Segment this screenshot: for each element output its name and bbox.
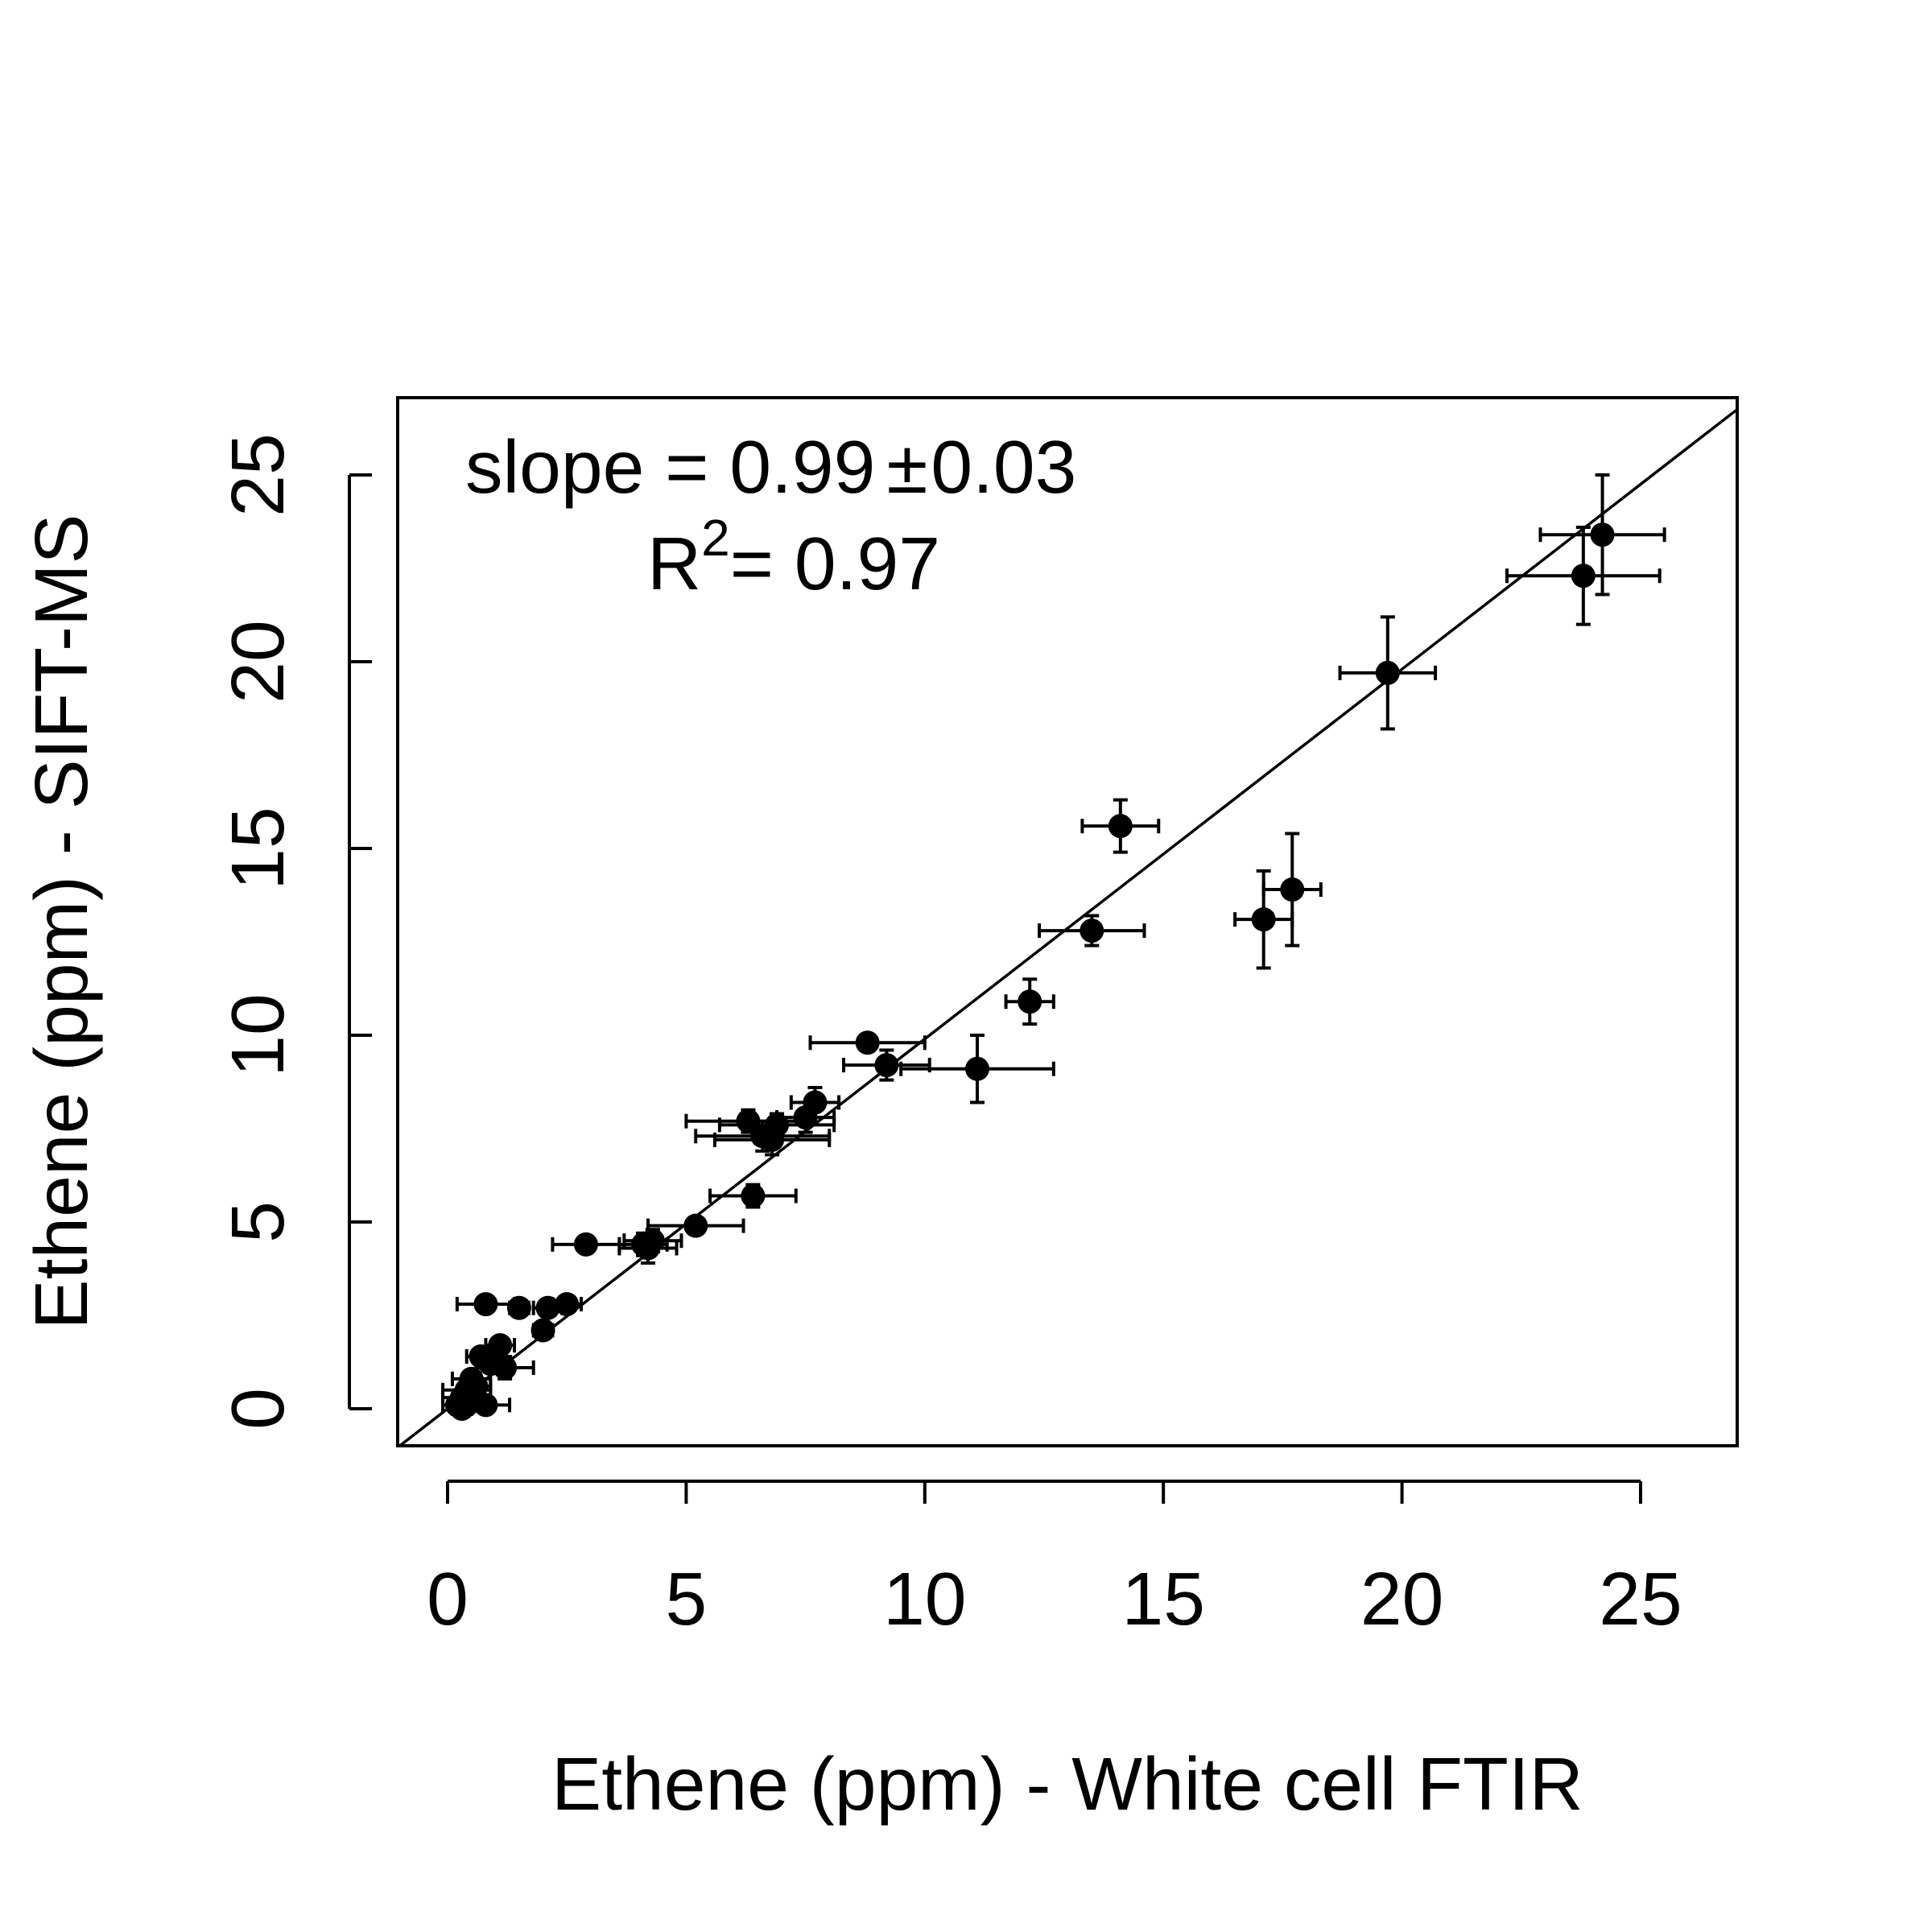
data-point-group <box>1080 798 1161 854</box>
data-point <box>1375 660 1400 685</box>
y-tick-label: 15 <box>216 807 299 890</box>
data-point <box>573 1232 598 1257</box>
data-point <box>874 1053 899 1078</box>
data-point <box>506 1295 531 1320</box>
data-point <box>855 1030 880 1055</box>
x-tick-label: 25 <box>1599 1557 1682 1641</box>
data-point <box>473 1393 498 1418</box>
data-point <box>1251 907 1276 932</box>
data-point-group <box>1004 977 1055 1026</box>
data-point <box>1571 564 1596 588</box>
data-point-group <box>712 1123 832 1157</box>
data-point-group <box>1338 615 1438 731</box>
data-point-group <box>1505 525 1662 626</box>
plot-frame <box>396 396 1739 1447</box>
slope-annotation: slope = 0.99 ±0.03 <box>465 425 1076 509</box>
y-tick-label: 25 <box>216 433 299 516</box>
data-point <box>535 1295 560 1320</box>
data-point-group <box>531 1295 564 1320</box>
y-tick-label: 10 <box>216 993 299 1076</box>
data-point-group <box>808 1030 927 1055</box>
r2-superscript: 2 <box>701 509 730 567</box>
x-axis-label: Ethene (ppm) - White cell FTIR <box>551 1742 1583 1826</box>
svg-text:R2= 0.97: R2= 0.97 <box>647 509 940 605</box>
data-point-group <box>460 1393 512 1418</box>
x-tick-label: 15 <box>1121 1557 1204 1641</box>
data-point <box>736 1108 761 1133</box>
data-point <box>1590 522 1615 547</box>
x-axis: 0 5 10 15 20 25 <box>427 1480 1682 1641</box>
x-tick-label: 10 <box>883 1557 966 1641</box>
data-point-group <box>1038 914 1146 947</box>
data-point-group <box>842 1048 931 1082</box>
data-point-group <box>684 1108 812 1134</box>
y-tick-label: 0 <box>216 1388 299 1430</box>
data-point-group <box>506 1295 531 1320</box>
data-point-group <box>455 1292 516 1317</box>
data-point <box>741 1183 766 1208</box>
data-point <box>1108 814 1133 839</box>
y-tick-label: 20 <box>216 620 299 703</box>
data-series <box>441 473 1666 1421</box>
x-tick-label: 0 <box>427 1557 469 1641</box>
y-axis-label: Ethene (ppm) - SIFT-MS <box>19 514 103 1330</box>
data-point <box>1018 989 1042 1014</box>
plus-minus-symbol: ± <box>886 425 927 509</box>
svg-text:slope = 0.99±0.03: slope = 0.99 ±0.03 <box>465 425 1076 509</box>
data-point <box>965 1056 990 1081</box>
y-axis: 0 5 10 15 20 25 <box>216 433 372 1430</box>
data-point <box>449 1397 474 1421</box>
data-point-group <box>449 1397 474 1421</box>
data-point <box>1080 919 1104 943</box>
slope-text: slope = 0.99 <box>465 425 875 509</box>
y-tick-label: 5 <box>216 1201 299 1243</box>
data-point-group <box>1261 832 1323 947</box>
data-point-group <box>899 1034 1055 1104</box>
slope-error-text: 0.03 <box>931 425 1076 509</box>
data-point <box>530 1318 555 1343</box>
r2-value: = 0.97 <box>730 522 940 605</box>
r-squared-annotation: R2= 0.97 <box>647 509 940 605</box>
data-point-group <box>551 1232 621 1257</box>
x-tick-label: 5 <box>666 1557 708 1641</box>
x-tick-label: 20 <box>1360 1557 1443 1641</box>
data-point <box>631 1232 656 1257</box>
r2-symbol: R <box>647 522 701 605</box>
data-point-group <box>530 1318 555 1343</box>
data-point <box>1280 877 1305 902</box>
data-point <box>760 1127 785 1152</box>
fit-line <box>398 409 1737 1446</box>
data-point <box>473 1292 498 1317</box>
